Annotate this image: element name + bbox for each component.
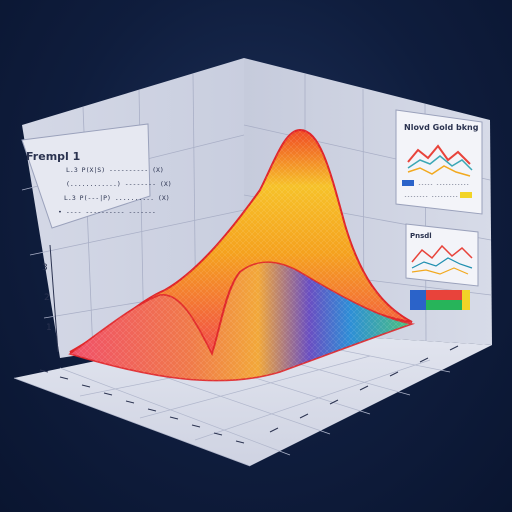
right-panel-1-title: Nlovd Gold bkng <box>404 123 479 132</box>
right-panel-2-title: Pnsdl <box>410 232 432 240</box>
right-panel-chart-1: Nlovd Gold bkng ----- ----------- ------… <box>395 109 483 215</box>
mini-line-series <box>407 165 471 177</box>
left-panel-line: L.3 P(---|P) .......... (X) <box>64 194 170 202</box>
left-panel-title: Frempl 1 <box>26 150 80 163</box>
left-panel-line: L.3 P(X|S) ---------- (X) <box>66 166 164 174</box>
color-legend-bar <box>410 290 470 310</box>
right-panel-chart-2: Pnsdl <box>405 223 479 287</box>
surface-front-mesh <box>70 262 412 381</box>
mini-legend-text: -------- --------- <box>404 194 458 200</box>
mini-line-series <box>411 244 473 263</box>
left-info-panel: Frempl 1 L.3 P(X|S) ---------- (X) (....… <box>21 123 172 229</box>
left-panel-line: • ---- ---------- ------- <box>58 208 156 216</box>
mini-legend-swatch <box>402 180 414 186</box>
mini-line-series <box>411 257 473 269</box>
mini-line-series <box>407 144 471 165</box>
mini-legend-swatch <box>460 192 472 198</box>
floor-ticks <box>39 345 459 444</box>
z-tick-label: 1 <box>46 323 52 333</box>
mini-legend-text: ----- ----------- <box>418 182 469 188</box>
mini-line-series <box>411 267 469 275</box>
z-tick-label: 3 <box>42 263 48 273</box>
left-panel-line: (............) -------- (X) <box>66 180 172 188</box>
z-tick-label: 2 <box>44 293 50 303</box>
z-axis: 3 2 1 <box>42 244 59 353</box>
mini-line-series <box>407 155 473 171</box>
